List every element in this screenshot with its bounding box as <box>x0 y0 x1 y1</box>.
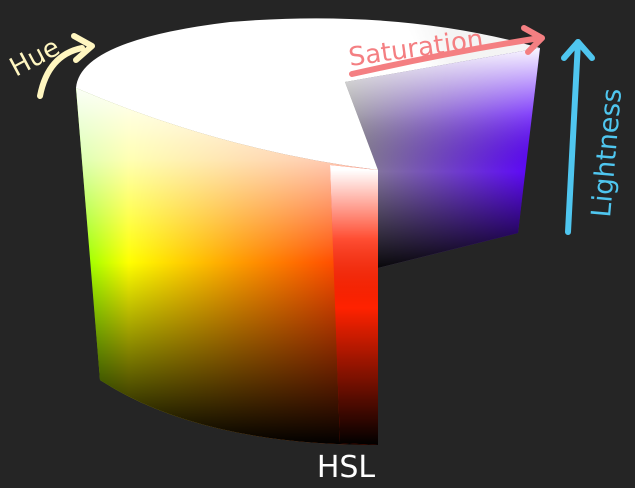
hue-label: Hue <box>5 32 65 83</box>
curved-arrow-icon <box>37 33 95 99</box>
lightness-label: Lightness <box>586 87 628 218</box>
diagram-title: HSL <box>317 450 376 485</box>
hue-wall <box>76 88 378 445</box>
right-arrow-icon <box>349 25 545 77</box>
up-arrow-icon <box>561 39 595 235</box>
saturation-cut-face <box>345 48 540 268</box>
red-cut-face <box>330 165 378 445</box>
